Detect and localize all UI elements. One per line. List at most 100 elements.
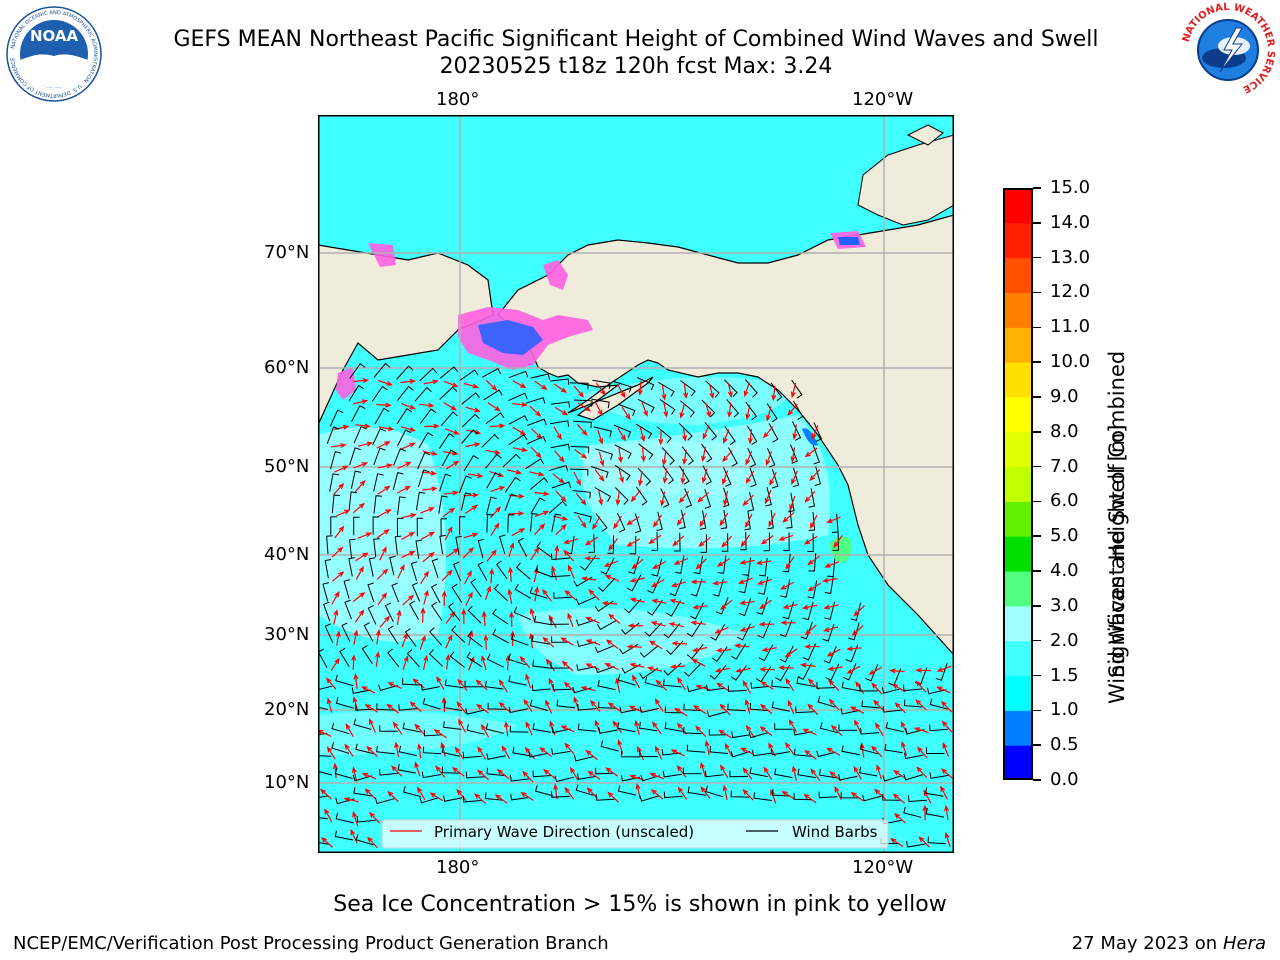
footer-date: 27 May 2023 on Hera — [1072, 933, 1266, 954]
wave-arrow — [585, 663, 600, 671]
wave-arrow — [720, 764, 729, 779]
wave-arrow — [366, 745, 378, 758]
wind-barb — [404, 628, 417, 647]
wave-arrow — [512, 380, 527, 389]
wave-arrow — [853, 765, 862, 780]
colorbar-tick-mark — [1033, 291, 1041, 294]
wind-barb — [504, 493, 518, 512]
wave-arrow — [376, 528, 390, 539]
wave-arrow — [722, 450, 733, 463]
wind-barb — [534, 565, 553, 578]
wave-arrow — [324, 808, 333, 823]
wind-barb — [353, 718, 372, 730]
wave-arrow — [629, 597, 646, 603]
colorbar-tick-label: 9.0 — [1050, 385, 1079, 407]
wave-arrow — [634, 719, 640, 735]
wave-arrow — [501, 745, 511, 760]
wave-arrow — [871, 682, 883, 695]
lon-label-bottom-180: 180° — [436, 857, 480, 878]
wave-arrow — [826, 516, 841, 523]
wind-barb — [531, 635, 550, 645]
wind-barb — [410, 561, 418, 581]
wave-arrow — [658, 429, 664, 446]
wave-arrow — [631, 558, 644, 570]
wave-arrow — [654, 698, 664, 712]
wave-arrow — [630, 489, 641, 503]
wind-barb — [371, 385, 388, 402]
wave-arrow — [761, 647, 777, 652]
wave-and-wind-vectors — [318, 362, 954, 849]
wind-barb — [663, 623, 681, 639]
wind-barb — [800, 621, 813, 640]
wave-arrow — [941, 720, 953, 733]
wave-arrow — [507, 588, 513, 604]
wave-arrow — [551, 565, 558, 581]
wind-barb — [596, 620, 617, 631]
wave-arrow — [716, 557, 731, 567]
wave-arrow — [916, 746, 928, 759]
wave-arrow — [646, 666, 663, 672]
wave-arrow — [508, 510, 525, 516]
wind-barb — [598, 577, 616, 593]
wave-arrow — [779, 581, 794, 590]
wave-arrow — [833, 534, 843, 549]
wave-arrow — [875, 722, 884, 736]
wave-arrow — [320, 836, 333, 848]
wind-barb — [569, 468, 589, 476]
wind-barb — [449, 651, 465, 668]
wave-arrow — [663, 402, 669, 418]
wave-arrow — [893, 813, 906, 824]
wave-arrow — [807, 555, 821, 566]
wave-arrow — [650, 578, 665, 588]
wave-arrow — [834, 785, 842, 801]
wind-barb — [374, 407, 390, 425]
wave-arrow — [401, 513, 417, 519]
wave-arrow — [649, 773, 665, 780]
wind-barb — [682, 767, 702, 775]
wave-arrow — [823, 626, 839, 632]
colorbar-tick-mark — [1033, 535, 1041, 537]
wind-barb — [550, 443, 570, 451]
wind-barb — [376, 745, 395, 755]
wind-barb — [349, 447, 361, 466]
wind-barb — [569, 382, 589, 390]
wave-arrow — [678, 491, 690, 504]
wave-arrow — [810, 768, 821, 781]
wave-arrow — [481, 610, 487, 627]
wind-barb — [812, 444, 820, 465]
wave-arrow — [826, 648, 841, 657]
wind-barb — [353, 516, 360, 536]
wave-arrow — [615, 490, 621, 506]
wind-barb — [441, 449, 457, 467]
wind-barb — [529, 586, 548, 599]
wind-barb — [389, 555, 396, 576]
wave-arrow — [463, 532, 479, 539]
wave-arrow — [739, 626, 755, 632]
wind-barb — [903, 773, 923, 781]
wind-barb — [884, 743, 903, 754]
colorbar-segment — [1003, 222, 1033, 259]
wind-barb — [461, 413, 480, 428]
wave-arrow — [506, 469, 523, 475]
wind-barb — [824, 601, 836, 620]
wind-barb — [443, 701, 463, 711]
wave-arrow — [594, 401, 603, 416]
colorbar-tick-label: 13.0 — [1050, 246, 1091, 268]
wave-arrow — [444, 428, 460, 435]
sea-ice-east-siberia — [368, 243, 396, 267]
wave-arrow — [560, 637, 575, 646]
wave-arrow — [803, 535, 818, 545]
wind-barb — [414, 386, 432, 402]
footer-host: Hera — [1222, 933, 1266, 954]
wave-arrow — [376, 402, 392, 408]
wave-arrow — [529, 405, 542, 417]
wave-arrow — [701, 446, 707, 463]
wind-barb — [467, 630, 483, 648]
wind-barb — [466, 651, 483, 668]
wave-arrow — [494, 794, 508, 804]
wave-arrow — [353, 462, 369, 469]
wave-arrow — [692, 646, 708, 653]
wind-barb — [862, 794, 882, 802]
wave-arrow — [811, 425, 819, 440]
wave-arrow — [771, 385, 777, 402]
